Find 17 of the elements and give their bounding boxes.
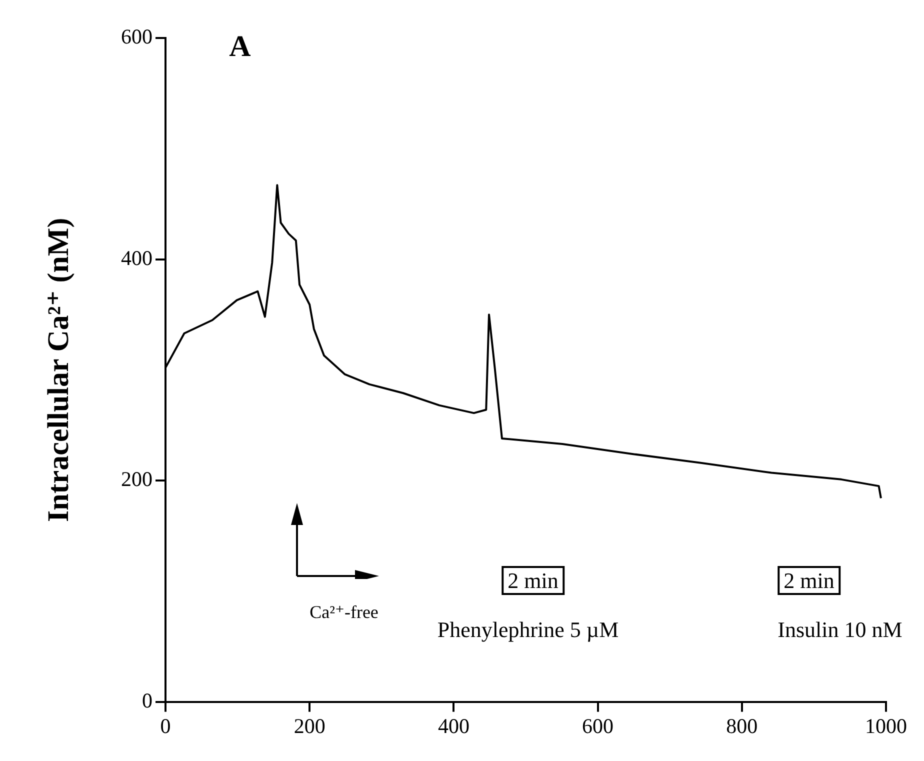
y-axis-title: Intracellular Ca²⁺ (nM)	[42, 218, 75, 522]
annotation: Phenylephrine 5 µM	[437, 617, 619, 642]
x-tick-label: 200	[294, 714, 326, 738]
x-tick-label: 1000	[865, 714, 907, 738]
y-tick-label: 0	[142, 688, 152, 712]
x-tick-label: 0	[160, 714, 171, 738]
y-tick-label: 400	[121, 246, 152, 270]
y-tick-label: 200	[121, 467, 152, 492]
x-tick-label: 800	[726, 714, 758, 738]
annotation: 2 min	[778, 566, 840, 596]
annotation: Ca²⁺-free	[310, 602, 378, 623]
annotation: A	[229, 30, 251, 64]
x-tick-label: 400	[438, 714, 470, 738]
y-tick-label: 600	[121, 24, 152, 49]
annotation: 2 min	[502, 566, 564, 596]
x-tick-label: 600	[582, 714, 614, 738]
annotation: Insulin 10 nM	[778, 617, 902, 642]
